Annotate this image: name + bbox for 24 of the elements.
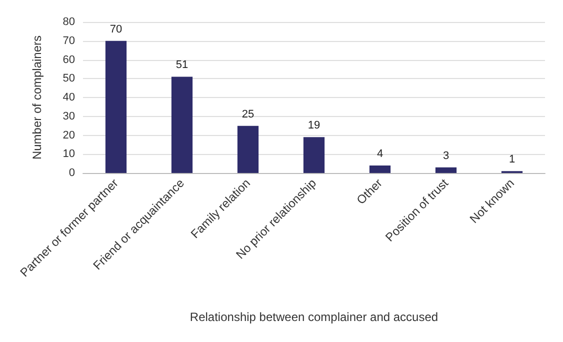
y-tick-label: 30 [62, 110, 75, 122]
data-label: 3 [442, 150, 450, 162]
y-tick-label: 60 [62, 54, 75, 66]
data-label: 70 [110, 23, 122, 36]
x-axis-title: Relationship between complainer and accused [190, 310, 438, 324]
bar [369, 165, 391, 173]
data-label: 4 [376, 148, 384, 160]
bar [237, 126, 259, 173]
data-label: 25 [242, 108, 254, 120]
data-label: 51 [176, 59, 188, 72]
data-label: 19 [308, 120, 320, 132]
y-tick-label: 0 [68, 167, 75, 179]
y-tick-label: 50 [62, 72, 75, 85]
bar [105, 40, 127, 173]
y-tick-label: 20 [62, 129, 75, 142]
bar [171, 76, 193, 173]
y-tick-label: 10 [62, 148, 75, 160]
data-label: 1 [508, 154, 516, 166]
bar [435, 167, 457, 173]
y-tick-label: 70 [62, 34, 75, 47]
bar [303, 137, 325, 173]
y-axis-title: Number of complainers [30, 35, 44, 160]
y-tick-label: 80 [62, 16, 75, 28]
y-tick-label: 40 [62, 92, 75, 104]
